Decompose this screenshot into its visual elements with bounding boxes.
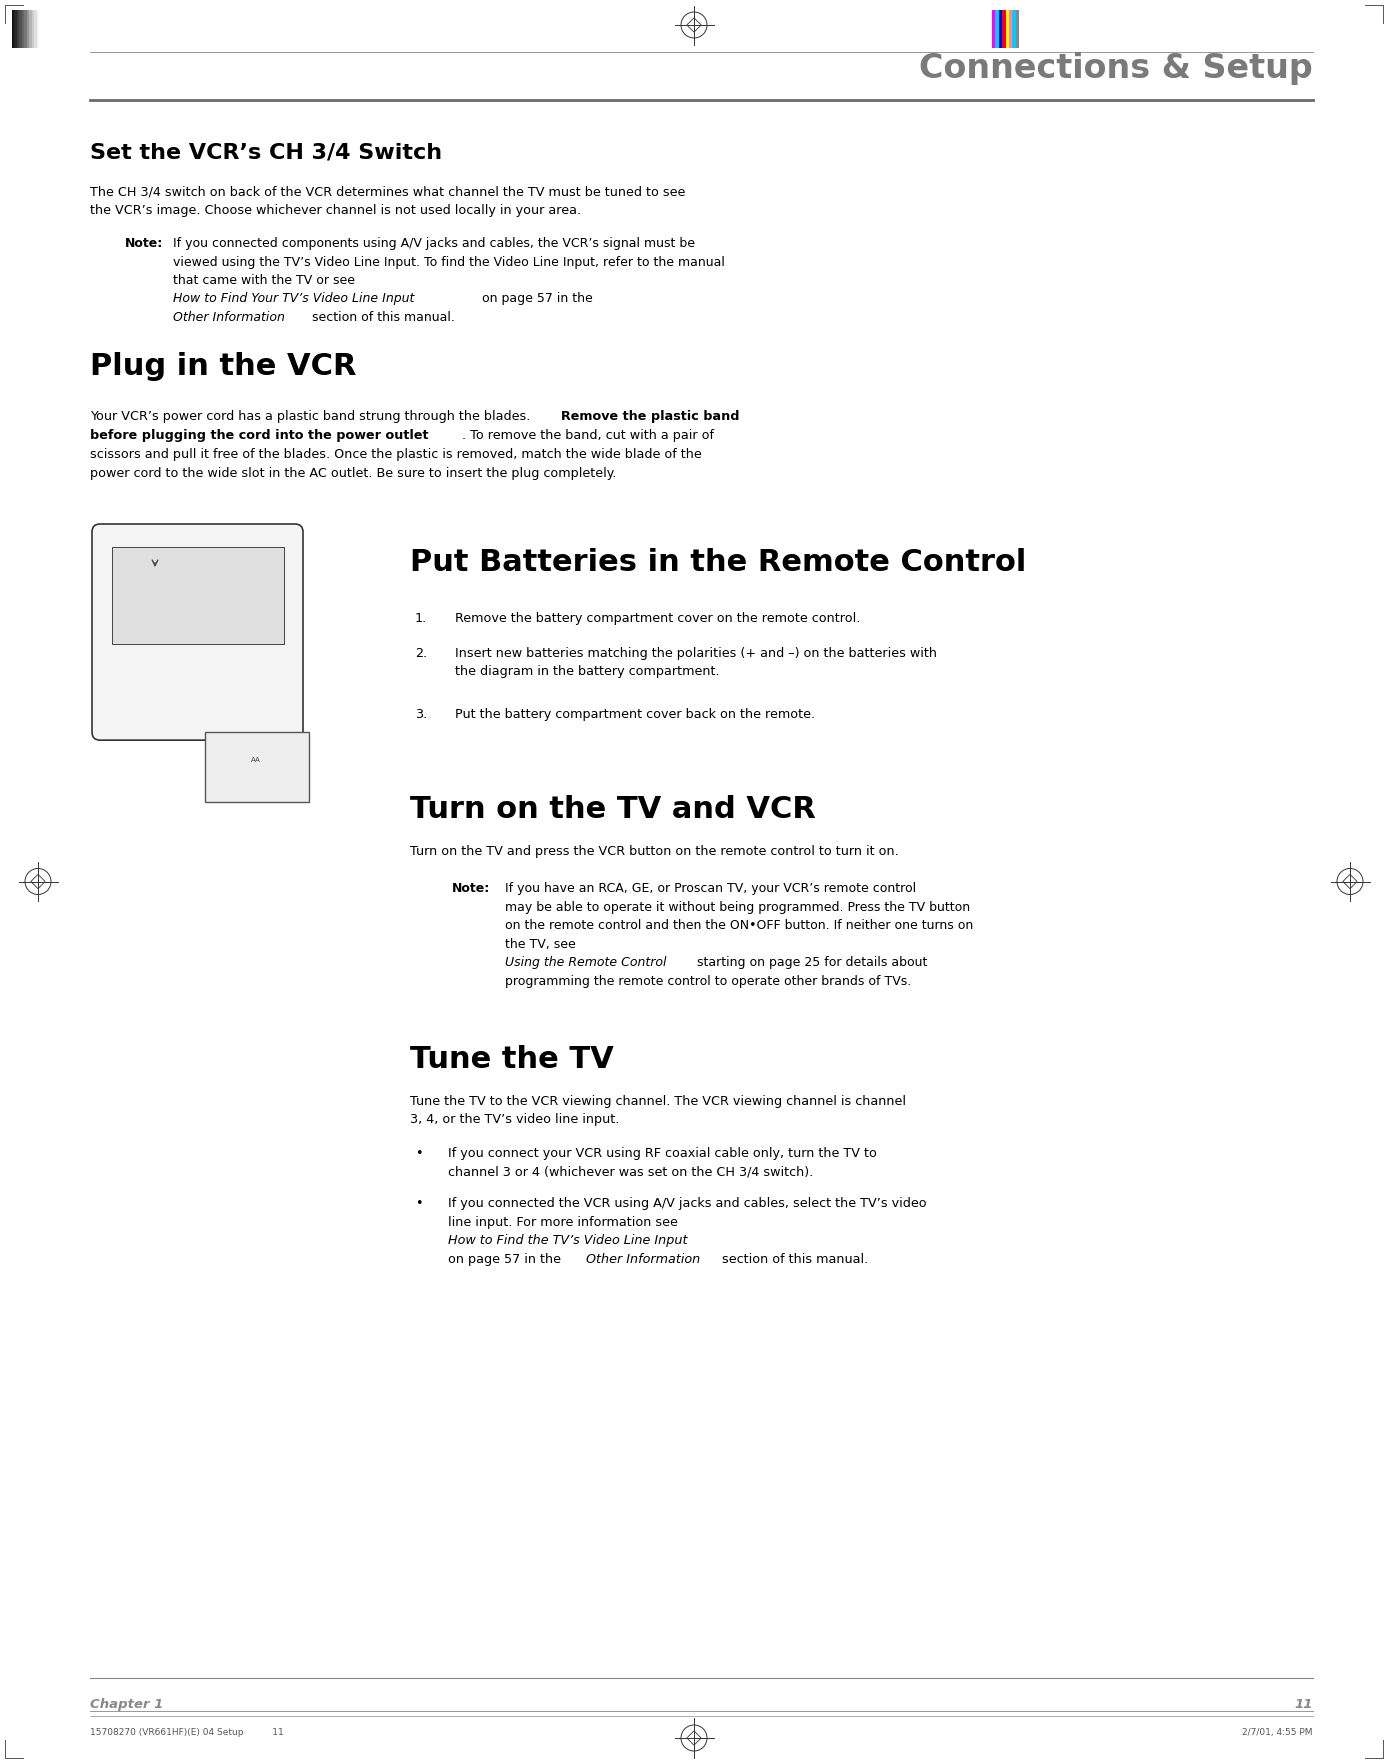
Text: Using the Remote Control: Using the Remote Control (505, 956, 666, 970)
Text: on page 57 in the: on page 57 in the (448, 1253, 565, 1266)
Text: power cord to the wide slot in the AC outlet. Be sure to insert the plug complet: power cord to the wide slot in the AC ou… (90, 467, 616, 480)
Bar (112, 547, 285, 643)
Bar (12, 11, 14, 48)
Text: scissors and pull it free of the blades. Once the plastic is removed, match the : scissors and pull it free of the blades.… (90, 448, 702, 460)
Bar (999, 11, 1002, 48)
Text: Remove the battery compartment cover on the remote control.: Remove the battery compartment cover on … (455, 612, 861, 626)
Text: If you have an RCA, GE, or Proscan TV, your VCR’s remote control
may be able to : If you have an RCA, GE, or Proscan TV, y… (505, 882, 973, 950)
Text: section of this manual.: section of this manual. (718, 1253, 869, 1266)
Text: Other Information: Other Information (174, 310, 285, 323)
Text: Put Batteries in the Remote Control: Put Batteries in the Remote Control (409, 548, 1026, 577)
Text: Remove the plastic band: Remove the plastic band (561, 411, 740, 423)
Text: If you connected components using A/V jacks and cables, the VCR’s signal must be: If you connected components using A/V ja… (174, 236, 725, 287)
Text: The CH 3/4 switch on back of the VCR determines what channel the TV must be tune: The CH 3/4 switch on back of the VCR det… (90, 185, 686, 217)
Bar (19, 11, 22, 48)
Text: Turn on the TV and press the VCR button on the remote control to turn it on.: Turn on the TV and press the VCR button … (409, 844, 899, 859)
Bar (35, 11, 36, 48)
Text: Other Information: Other Information (586, 1253, 701, 1266)
Text: Plug in the VCR: Plug in the VCR (90, 353, 357, 381)
FancyBboxPatch shape (92, 524, 303, 740)
Text: Turn on the TV and VCR: Turn on the TV and VCR (409, 795, 816, 823)
Text: How to Find the TV’s Video Line Input: How to Find the TV’s Video Line Input (448, 1234, 687, 1246)
Text: . To remove the band, cut with a pair of: . To remove the band, cut with a pair of (462, 428, 713, 443)
Text: Set the VCR’s CH 3/4 Switch: Set the VCR’s CH 3/4 Switch (90, 143, 443, 162)
Bar (1009, 11, 1012, 48)
Text: programming the remote control to operate other brands of TVs.: programming the remote control to operat… (505, 975, 912, 987)
Text: •: • (415, 1197, 422, 1209)
Bar (36, 11, 39, 48)
Bar (995, 11, 999, 48)
Text: Note:: Note: (452, 882, 490, 896)
Bar (22, 11, 24, 48)
Bar (29, 11, 32, 48)
Text: How to Find Your TV’s Video Line Input: How to Find Your TV’s Video Line Input (174, 291, 415, 305)
Text: section of this manual.: section of this manual. (308, 310, 455, 323)
Text: Tune the TV: Tune the TV (409, 1045, 613, 1074)
Bar (992, 11, 995, 48)
Text: Put the battery compartment cover back on the remote.: Put the battery compartment cover back o… (455, 709, 815, 721)
Text: 15708270 (VR661HF)(E) 04 Setup          11: 15708270 (VR661HF)(E) 04 Setup 11 (90, 1728, 283, 1737)
Text: Connections & Setup: Connections & Setup (919, 51, 1313, 85)
Bar (17, 11, 19, 48)
Text: 1.: 1. (415, 612, 428, 626)
Text: starting on page 25 for details about: starting on page 25 for details about (693, 956, 927, 970)
Text: 11: 11 (1295, 1698, 1313, 1712)
Bar (26, 11, 29, 48)
Bar (32, 11, 35, 48)
Bar (205, 732, 308, 802)
Text: If you connect your VCR using RF coaxial cable only, turn the TV to
channel 3 or: If you connect your VCR using RF coaxial… (448, 1148, 877, 1178)
Bar (14, 11, 17, 48)
Text: •: • (415, 1148, 422, 1160)
Text: 3.: 3. (415, 709, 428, 721)
Text: Note:: Note: (125, 236, 164, 250)
Bar (24, 11, 26, 48)
Text: If you connected the VCR using A/V jacks and cables, select the TV’s video
line : If you connected the VCR using A/V jacks… (448, 1197, 927, 1229)
Text: 2.: 2. (415, 647, 428, 659)
Text: Chapter 1: Chapter 1 (90, 1698, 164, 1712)
Bar (1016, 11, 1019, 48)
Text: AA: AA (251, 756, 261, 763)
Text: Insert new batteries matching the polarities (+ and –) on the batteries with
the: Insert new batteries matching the polari… (455, 647, 937, 679)
Text: 2/7/01, 4:55 PM: 2/7/01, 4:55 PM (1242, 1728, 1313, 1737)
Bar (1012, 11, 1016, 48)
Text: on page 57 in the: on page 57 in the (477, 291, 593, 305)
Bar (1002, 11, 1005, 48)
Text: before plugging the cord into the power outlet: before plugging the cord into the power … (90, 428, 429, 443)
Bar (1005, 11, 1009, 48)
Text: Tune the TV to the VCR viewing channel. The VCR viewing channel is channel
3, 4,: Tune the TV to the VCR viewing channel. … (409, 1095, 906, 1127)
Text: Your VCR’s power cord has a plastic band strung through the blades.: Your VCR’s power cord has a plastic band… (90, 411, 534, 423)
